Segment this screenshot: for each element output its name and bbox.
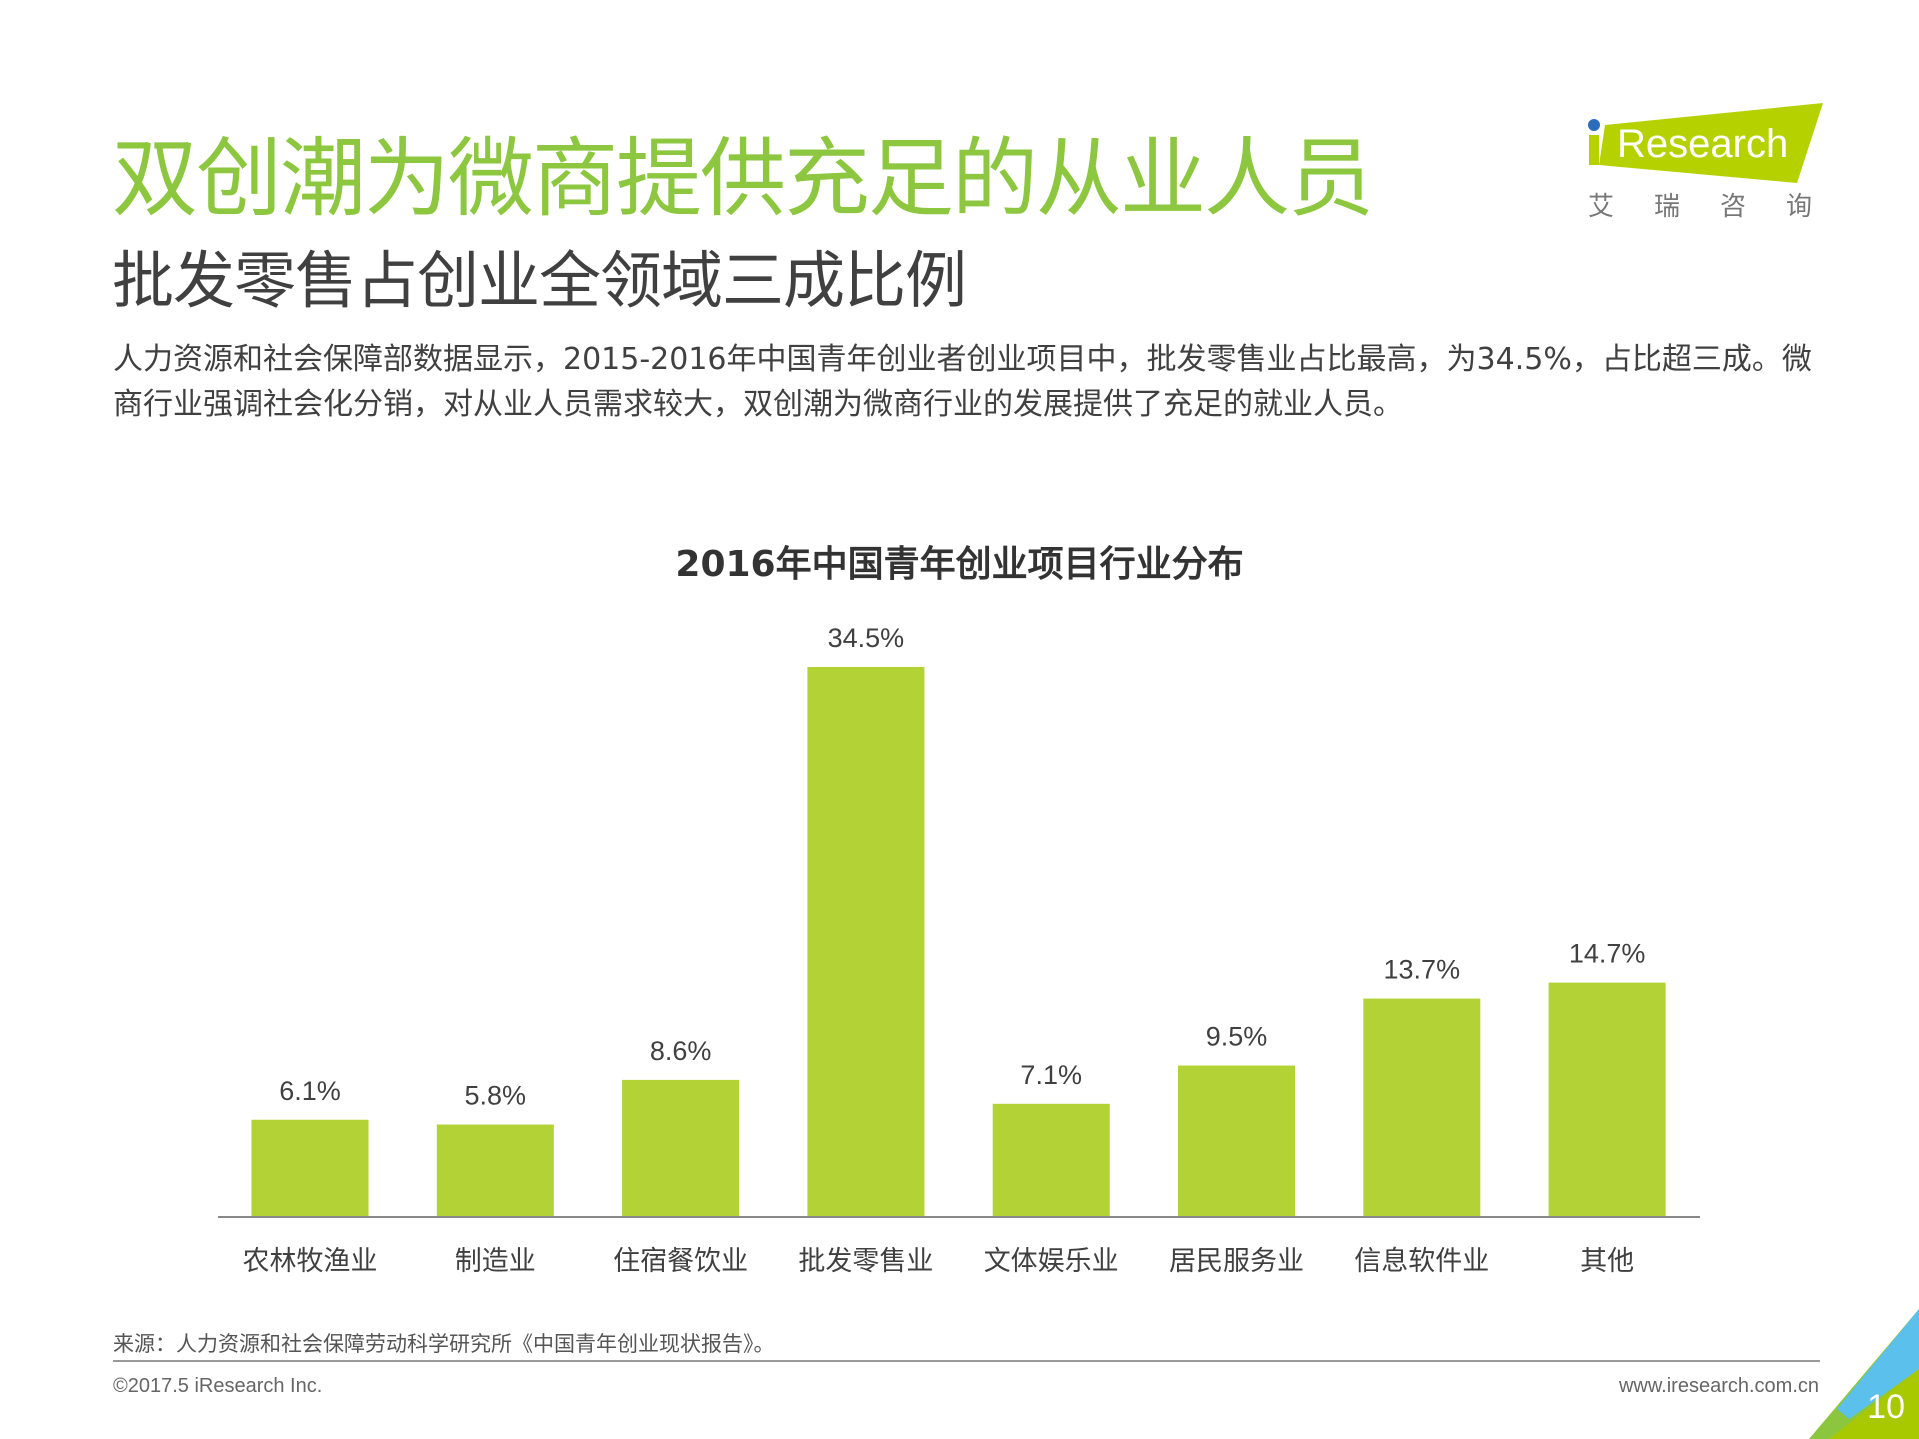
page-title: 双创潮为微商提供充足的从业人员 <box>112 129 1374 229</box>
iresearch-logo: Research <box>1588 103 1823 183</box>
source-note: 来源：人力资源和社会保障劳动科学研究所《中国青年创业现状报告》。 <box>113 1332 775 1356</box>
bar <box>1178 1065 1295 1217</box>
category-label: 制造业 <box>455 1246 536 1277</box>
bar <box>1363 998 1481 1217</box>
data-label: 5.8% <box>465 1081 527 1111</box>
category-label: 批发零售业 <box>798 1246 933 1277</box>
data-label: 7.1% <box>1020 1060 1082 1090</box>
bar <box>622 1079 740 1217</box>
bar <box>436 1124 554 1217</box>
data-label: 8.6% <box>650 1036 712 1066</box>
data-label: 9.5% <box>1206 1022 1268 1052</box>
category-label: 居民服务业 <box>1169 1246 1304 1277</box>
category-label: 住宿餐饮业 <box>613 1246 748 1277</box>
bar <box>992 1103 1110 1217</box>
bar <box>807 667 925 1217</box>
corner-decoration <box>1809 1309 1919 1439</box>
logo-chinese: 艾瑞咨询 <box>1588 192 1853 222</box>
website-link[interactable]: www.iresearch.com.cn <box>1618 1375 1819 1397</box>
category-label: 其他 <box>1580 1246 1634 1277</box>
data-label: 14.7% <box>1569 939 1646 969</box>
copyright: ©2017.5 iResearch Inc. <box>113 1375 323 1397</box>
category-label: 信息软件业 <box>1354 1246 1489 1277</box>
bar <box>251 1119 369 1217</box>
chart-title: 2016年中国青年创业项目行业分布 <box>675 544 1244 585</box>
data-label: 13.7% <box>1384 955 1461 985</box>
data-label: 34.5% <box>828 623 905 653</box>
category-label: 农林牧渔业 <box>243 1246 378 1277</box>
svg-text:Research: Research <box>1617 122 1788 166</box>
divider <box>113 1360 1820 1362</box>
bar <box>1548 982 1666 1217</box>
page-subtitle: 批发零售占创业全领域三成比例 <box>112 244 967 317</box>
bar-chart: 6.1% 农林牧渔业 5.8% 制造业 8.6% 住宿餐饮业 34.5% 批发零售业 7.1% 文… <box>218 623 1700 1277</box>
body-text: 人力资源和社会保障部数据显示，2015-2016年中国青年创业者创业项目中，批发… <box>113 342 1812 422</box>
category-label: 文体娱乐业 <box>984 1246 1119 1277</box>
data-label: 6.1% <box>279 1076 341 1106</box>
page-number: 10 <box>1867 1388 1905 1426</box>
